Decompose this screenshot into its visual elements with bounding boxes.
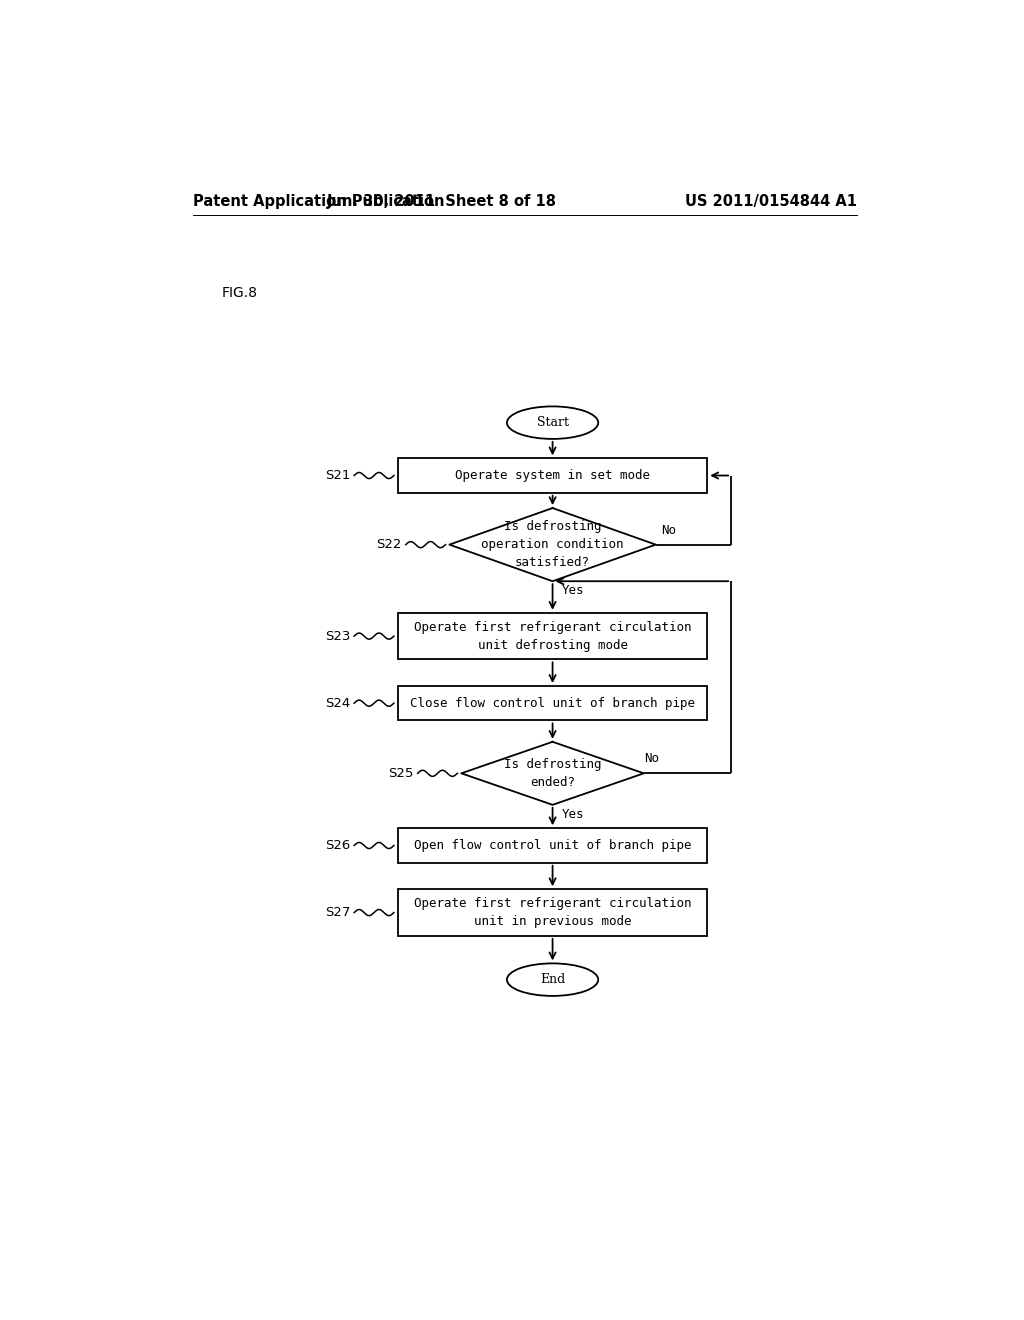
Text: End: End [540,973,565,986]
Text: FIG.8: FIG.8 [221,285,258,300]
Text: Is defrosting
operation condition
satisfied?: Is defrosting operation condition satisf… [481,520,624,569]
Text: Patent Application Publication: Patent Application Publication [194,194,444,209]
Text: S23: S23 [325,630,350,643]
Text: No: No [644,752,658,766]
Bar [397,458,708,492]
Text: S22: S22 [377,539,401,552]
Text: Start: Start [537,416,568,429]
Text: Yes: Yes [562,585,585,597]
Text: S25: S25 [388,767,414,780]
Text: No: No [662,524,676,536]
Text: Operate first refrigerant circulation
unit defrosting mode: Operate first refrigerant circulation un… [414,620,691,652]
Bar [397,612,708,660]
Text: Operate first refrigerant circulation
unit in previous mode: Operate first refrigerant circulation un… [414,898,691,928]
Text: S26: S26 [325,840,350,851]
Text: Yes: Yes [562,808,585,821]
Text: Close flow control unit of branch pipe: Close flow control unit of branch pipe [410,697,695,710]
Text: Open flow control unit of branch pipe: Open flow control unit of branch pipe [414,840,691,851]
Text: S27: S27 [325,906,350,919]
Bar [397,890,708,936]
Text: S24: S24 [325,697,350,710]
Bar [397,686,708,721]
Text: Is defrosting
ended?: Is defrosting ended? [504,758,601,789]
Text: US 2011/0154844 A1: US 2011/0154844 A1 [684,194,856,209]
Text: Jun. 30, 2011  Sheet 8 of 18: Jun. 30, 2011 Sheet 8 of 18 [327,194,556,209]
Text: S21: S21 [325,469,350,482]
Text: Operate system in set mode: Operate system in set mode [455,469,650,482]
Bar [397,828,708,863]
